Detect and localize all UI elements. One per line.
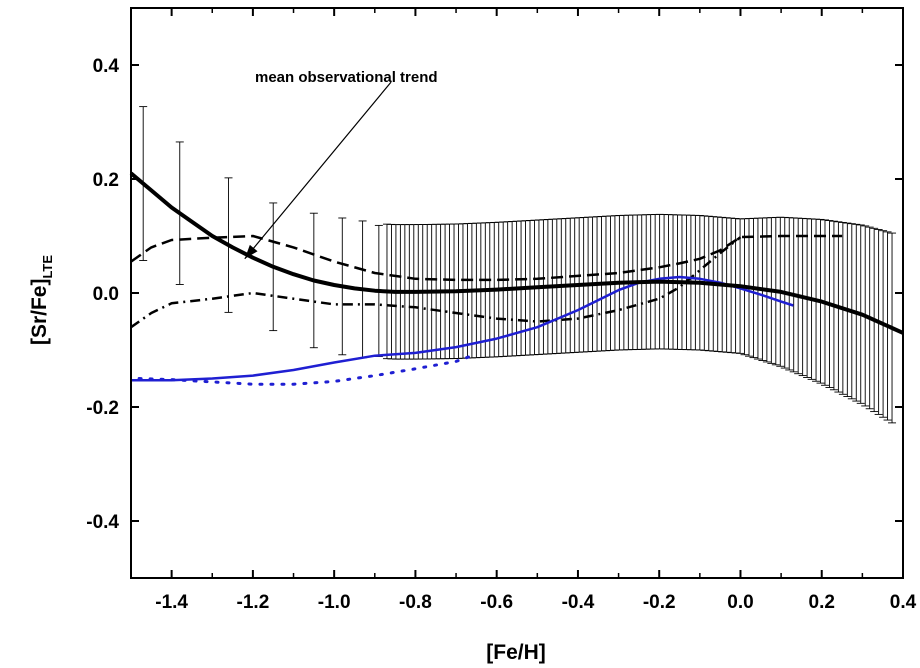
annotation-text: mean observational trend	[255, 69, 438, 86]
y-tick-label: -0.4	[86, 512, 119, 533]
series-line-dashed	[130, 234, 843, 282]
y-tick-label: 0.4	[93, 56, 120, 77]
annotation-arrow-line	[244, 81, 392, 260]
annotation: mean observational trend	[244, 69, 438, 260]
y-axis-label: [Sr/Fe]LTE	[28, 255, 55, 345]
x-tick-label: -0.2	[643, 592, 676, 613]
x-tick-label: 0.2	[809, 592, 835, 613]
series-line-dotted	[137, 354, 474, 386]
x-tick-label: 0.0	[727, 592, 753, 613]
series-line-solid-thick	[129, 171, 904, 335]
x-tick-label: -0.8	[399, 592, 432, 613]
x-tick-label: -1.0	[318, 592, 351, 613]
x-tick-label: -1.4	[155, 592, 188, 613]
x-tick-label: -1.2	[237, 592, 270, 613]
x-axis-label: [Fe/H]	[486, 641, 546, 664]
annotation-arrow-head	[244, 244, 258, 259]
axis-ticks: -1.4 -1.2 -1.0 -0.8 -0.6 -0.4 -0.2 0.0 0.2 0.4 -0.…	[86, 8, 917, 613]
y-axis-label-main: [Sr/Fe]	[28, 279, 51, 346]
x-tick-label: -0.6	[480, 592, 513, 613]
y-axis-label-sub: LTE	[40, 255, 55, 279]
y-tick-label: -0.2	[86, 398, 119, 419]
y-tick-label: 0.2	[93, 170, 119, 191]
series-lines	[129, 171, 904, 386]
y-axis-label-group: [Sr/Fe]LTE	[28, 255, 55, 345]
x-tick-label: -0.4	[562, 592, 595, 613]
series-line-dash-dot	[130, 236, 742, 329]
x-tick-label: 0.4	[890, 592, 917, 613]
y-tick-label: 0.0	[93, 284, 119, 305]
